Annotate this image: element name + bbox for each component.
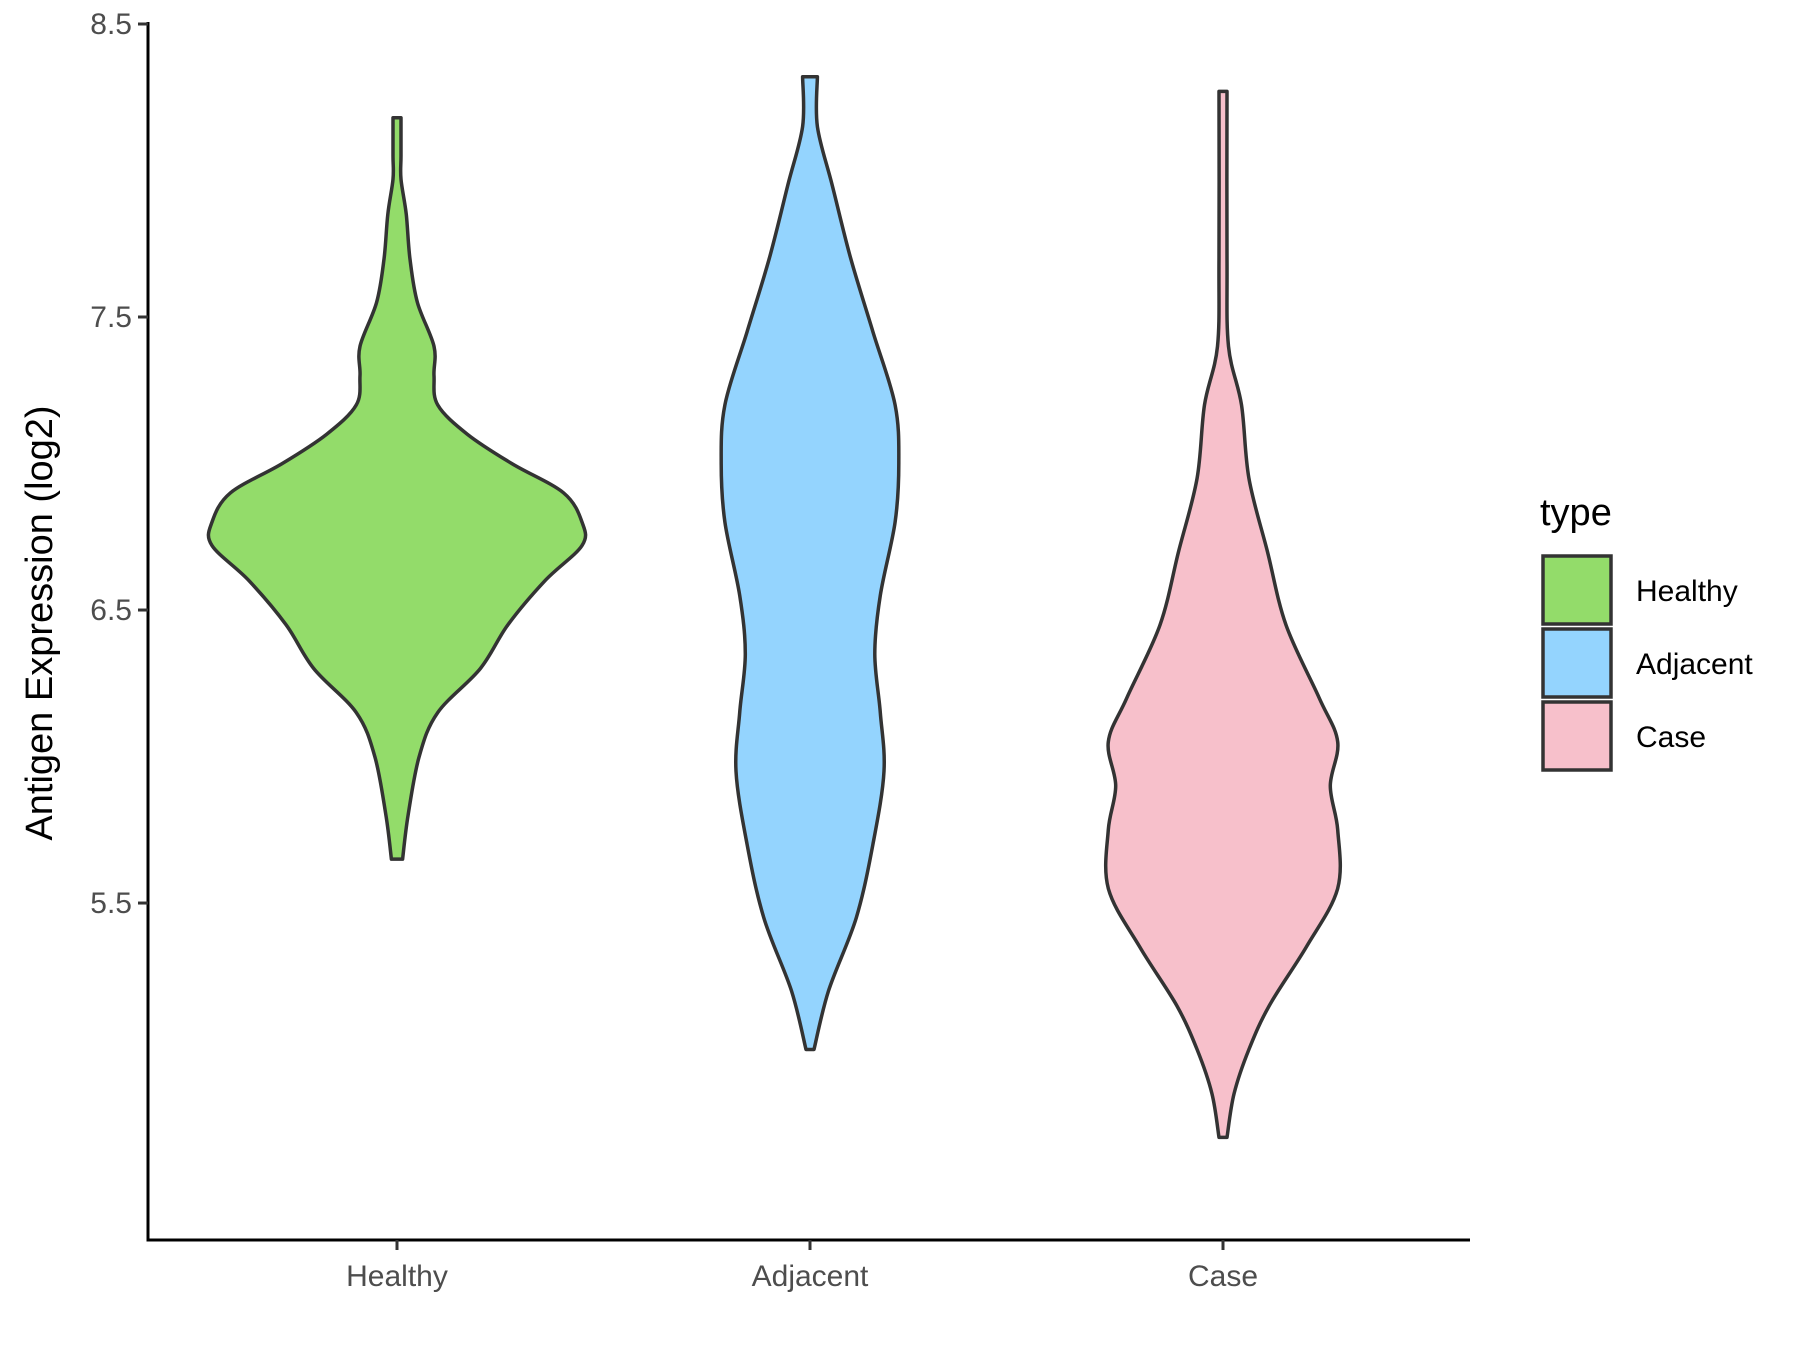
violin-adjacent: [719, 74, 901, 1052]
y-tick-label: 7.5: [90, 301, 132, 334]
legend-key-healthy: [1541, 554, 1613, 626]
legend-key-case: [1541, 700, 1613, 772]
legend: type Healthy Adjacent Case: [1540, 492, 1753, 772]
legend-title: type: [1540, 492, 1612, 534]
x-tick-label: Healthy: [346, 1260, 448, 1293]
axes: 5.5 6.5 7.5 8.5 Healthy Adjacent Case: [90, 8, 1470, 1293]
legend-label-adjacent: Adjacent: [1636, 648, 1753, 681]
y-tick-label: 6.5: [90, 594, 132, 627]
y-axis-title: Antigen Expression (log2): [19, 405, 61, 840]
violin-healthy: [206, 116, 588, 861]
y-tick-label: 8.5: [90, 8, 132, 41]
x-tick-label: Case: [1188, 1260, 1258, 1293]
legend-key-adjacent: [1541, 627, 1613, 699]
y-tick-label: 5.5: [90, 887, 132, 920]
x-tick-label: Adjacent: [752, 1260, 869, 1293]
violin-case: [1103, 89, 1343, 1140]
legend-label-case: Case: [1636, 721, 1706, 754]
legend-label-healthy: Healthy: [1636, 575, 1738, 608]
violin-layer: [206, 74, 1343, 1140]
